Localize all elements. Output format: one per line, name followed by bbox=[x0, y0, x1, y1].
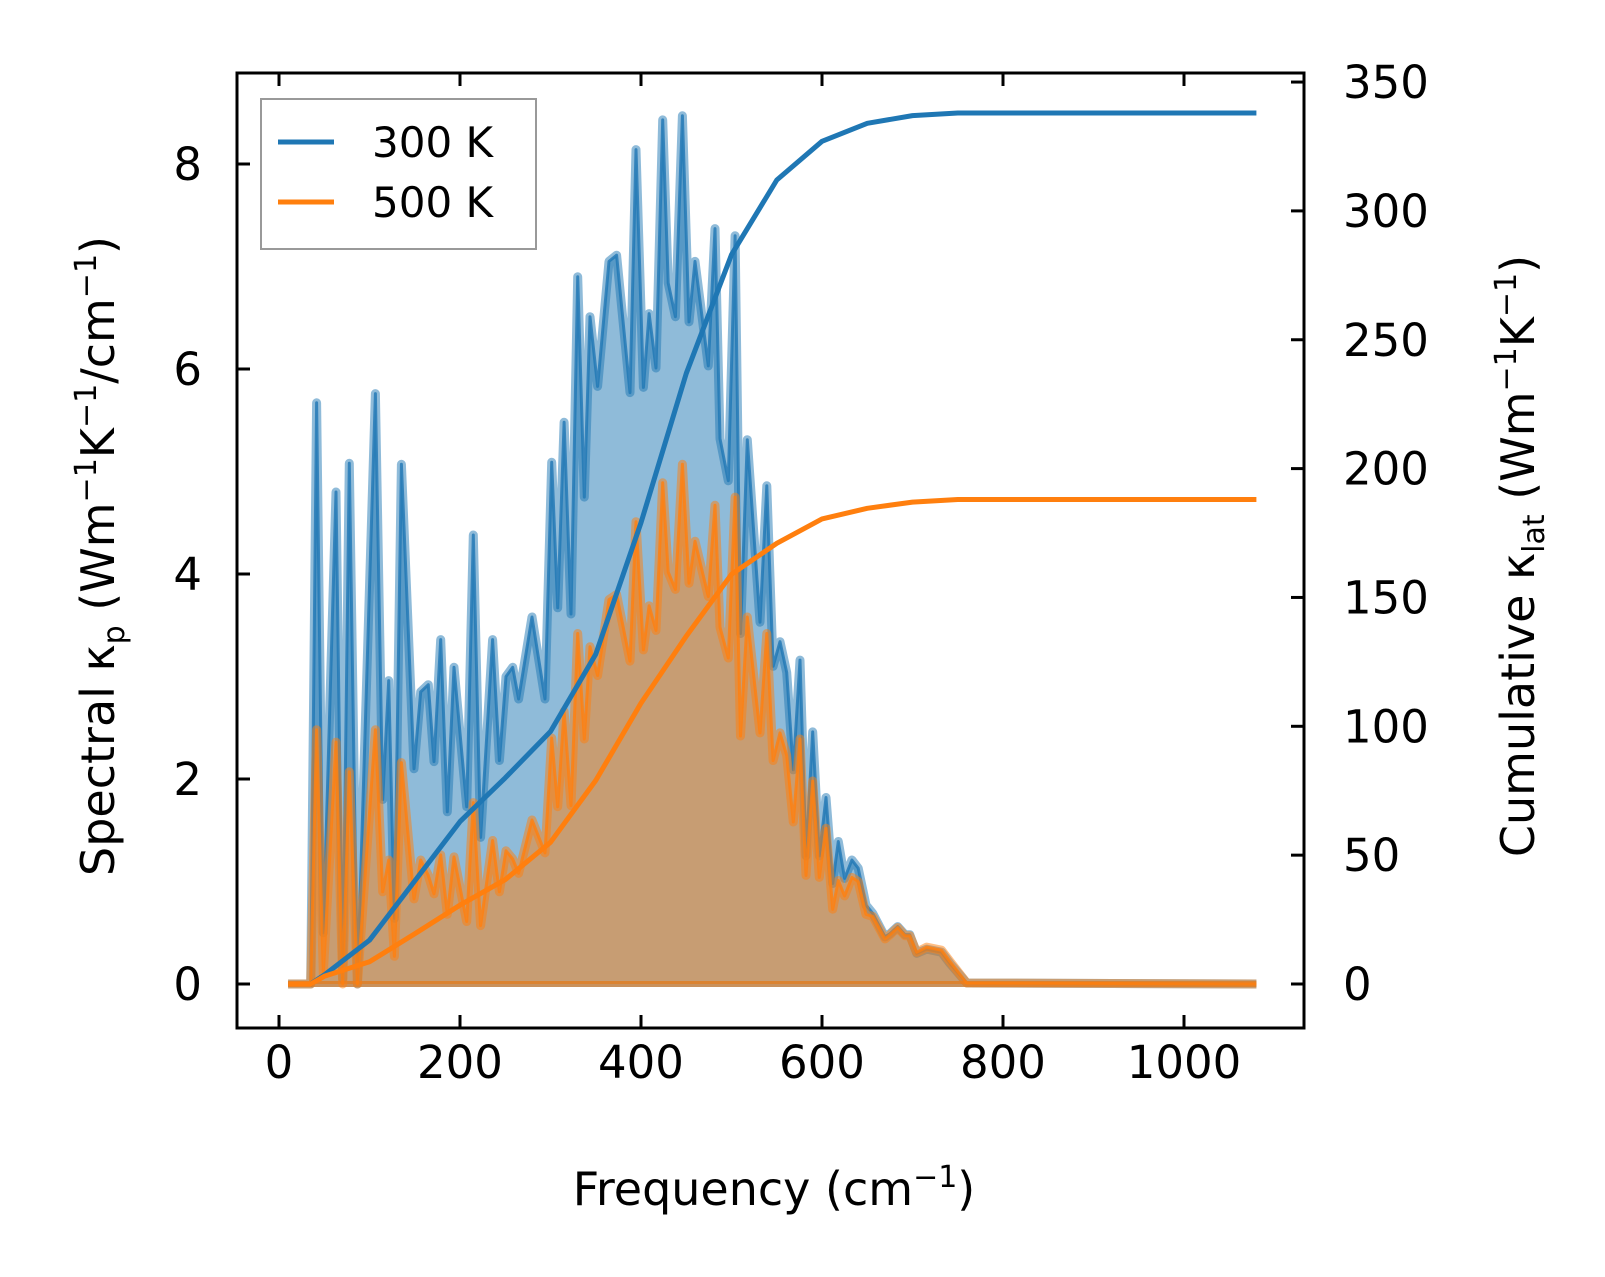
left-y-tick-label: 0 bbox=[173, 958, 202, 1011]
plot-marks bbox=[288, 110, 1257, 989]
x-tick-label: 600 bbox=[779, 1036, 865, 1089]
right-y-tick-label: 100 bbox=[1343, 700, 1429, 753]
x-tick-label: 800 bbox=[960, 1036, 1046, 1089]
spectral-line-300k bbox=[288, 114, 1257, 986]
right-y-axis-label: Cumulative κlat (Wm−1K−1) bbox=[1489, 255, 1552, 857]
spectral-fill-300k bbox=[288, 115, 1257, 985]
right-y-tick-label: 200 bbox=[1343, 443, 1429, 496]
right-y-tick-label: 150 bbox=[1343, 571, 1429, 624]
x-tick-label: 200 bbox=[417, 1036, 503, 1089]
left-y-tick-label: 2 bbox=[173, 753, 202, 806]
legend-box bbox=[260, 98, 537, 250]
x-tick-label: 1000 bbox=[1127, 1036, 1242, 1089]
left-y-tick-label: 4 bbox=[173, 548, 202, 601]
spectral-fill-500k bbox=[288, 464, 1257, 984]
axis-ticks: 0 200 400 600 800 1000 0 2 4 6 8 0 50 100 150 200 250 300… bbox=[173, 56, 1429, 1089]
left-y-tick-label: 8 bbox=[173, 138, 202, 191]
x-tick-label: 400 bbox=[598, 1036, 684, 1089]
left-y-tick-label: 6 bbox=[173, 343, 202, 396]
right-y-tick-label: 350 bbox=[1343, 56, 1429, 109]
right-y-tick-label: 0 bbox=[1343, 958, 1372, 1011]
spectral-line-500k bbox=[288, 462, 1257, 986]
x-axis-label: Frequency (cm−1) bbox=[573, 1160, 976, 1216]
legend-label-500k: 500 K bbox=[372, 178, 495, 227]
cumulative-line-300k bbox=[288, 110, 1257, 987]
x-tick-label: 0 bbox=[265, 1036, 294, 1089]
cumulative-line-500k bbox=[288, 497, 1257, 987]
right-y-tick-label: 50 bbox=[1343, 829, 1400, 882]
legend-label-300k: 300 K bbox=[372, 118, 495, 167]
left-y-axis-label: Spectral κp (Wm−1K−1/cm−1) bbox=[69, 236, 132, 876]
right-y-tick-label: 250 bbox=[1343, 314, 1429, 367]
right-y-tick-label: 300 bbox=[1343, 185, 1429, 238]
legend: 300 K 500 K bbox=[260, 98, 537, 250]
plot-frame bbox=[235, 71, 1306, 1030]
